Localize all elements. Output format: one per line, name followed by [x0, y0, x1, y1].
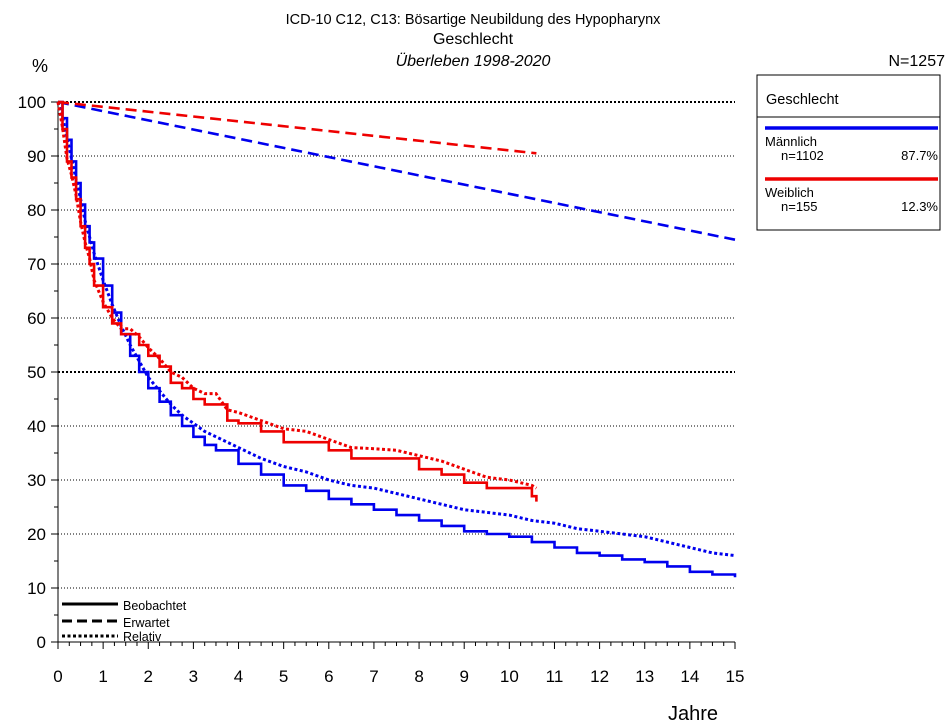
n-total: N=1257 [889, 53, 946, 70]
line-style-label-beobachtet: Beobachtet [123, 599, 187, 613]
y-tick-label-90: 90 [27, 147, 46, 166]
y-tick-label-50: 50 [27, 363, 46, 382]
series-weiblich-solid [58, 100, 538, 502]
series-weiblich-dashed [57, 100, 537, 155]
x-tick-label-8: 8 [414, 667, 423, 686]
legend-n-weiblich: n=155 [781, 199, 818, 214]
x-tick-label-15: 15 [726, 667, 745, 686]
x-tick-label-6: 6 [324, 667, 333, 686]
y-tick-label-80: 80 [27, 201, 46, 220]
chart-subtitle: Geschlecht [433, 31, 514, 48]
legend-title: Geschlecht [766, 92, 839, 108]
x-tick-label-3: 3 [189, 667, 198, 686]
legend-pct-weiblich: 12.3% [901, 199, 938, 214]
line-style-legend: Beobachtet Erwartet Relativ [62, 599, 187, 644]
legend-n-maennlich: n=1102 [781, 148, 824, 163]
x-tick-label-0: 0 [53, 667, 62, 686]
legend-pct-maennlich: 87.7% [901, 148, 938, 163]
x-tick-label-5: 5 [279, 667, 288, 686]
x-tick-label-2: 2 [144, 667, 153, 686]
series-weiblich-dotted [56, 101, 538, 490]
y-tick-label-60: 60 [27, 309, 46, 328]
y-tick-label-10: 10 [27, 579, 46, 598]
x-tick-label-12: 12 [590, 667, 609, 686]
line-style-label-relativ: Relativ [123, 630, 162, 644]
series-maennlich-dashed [57, 100, 736, 241]
x-axis-label: Jahre [668, 703, 718, 725]
group-legend: Geschlecht Männlich n=1102 87.7% Weiblic… [756, 74, 941, 231]
x-tick-label-4: 4 [234, 667, 243, 686]
y-axis-label: % [32, 56, 48, 76]
y-tick-label-0: 0 [37, 633, 46, 652]
x-tick-label-11: 11 [546, 667, 564, 686]
line-style-label-erwartet: Erwartet [123, 616, 170, 630]
x-tick-label-14: 14 [680, 667, 699, 686]
y-tick-label-40: 40 [27, 417, 46, 436]
legend-label-weiblich: Weiblich [765, 185, 814, 200]
series-maennlich-solid [58, 100, 737, 578]
series-maennlich-dotted [56, 101, 736, 558]
chart-subtitle-period: Überleben 1998-2020 [396, 52, 551, 70]
x-tick-label-7: 7 [369, 667, 378, 686]
x-tick-label-10: 10 [500, 667, 519, 686]
legend-box [756, 74, 941, 231]
x-tick-label-13: 13 [635, 667, 654, 686]
series [56, 100, 737, 578]
x-tick-label-9: 9 [459, 667, 468, 686]
y-tick-label-70: 70 [27, 255, 46, 274]
y-tick-label-20: 20 [27, 525, 46, 544]
x-tick-label-1: 1 [98, 667, 107, 686]
grid [58, 101, 735, 589]
legend-label-maennlich: Männlich [765, 134, 817, 149]
y-tick-label-100: 100 [18, 93, 46, 112]
chart-title: ICD-10 C12, C13: Bösartige Neubildung de… [286, 12, 662, 28]
y-tick-label-30: 30 [27, 471, 46, 490]
